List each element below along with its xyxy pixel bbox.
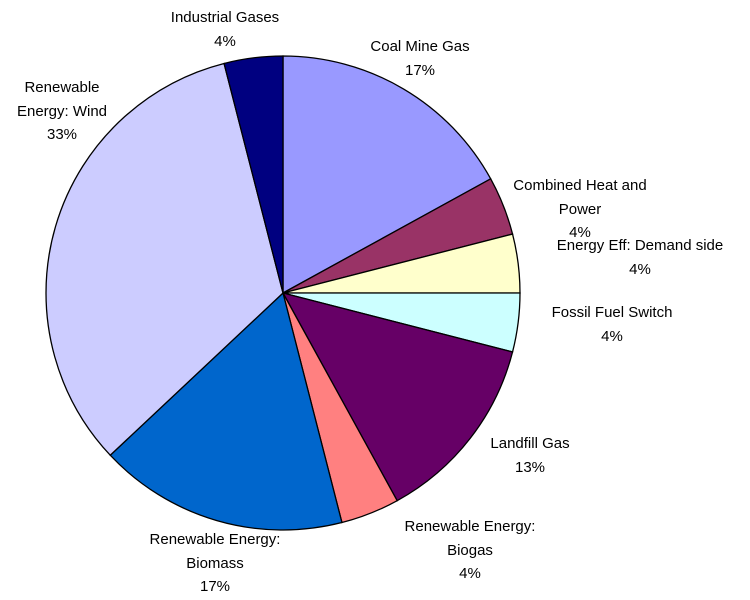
value-label: 4% [214,32,236,50]
slice-label: Industrial Gases 4% [145,6,305,53]
category-label: Coal Mine Gas [370,38,470,55]
pie-slice [281,291,514,502]
value-label: 13% [514,458,546,476]
value-label: 4% [459,565,481,582]
value-label: 17% [404,61,436,79]
category-label: Combined Heat and Power [513,177,647,218]
pie-slice [109,291,343,531]
category-label: Landfill Gas [490,435,570,452]
slice-label: Renewable Energy: Wind 33% [7,76,117,147]
value-label: 17% [199,578,231,595]
category-label: Renewable Energy: Biomass [149,531,281,572]
slice-label: Fossil Fuel Switch 4% [512,301,712,348]
pie-slice [282,55,492,295]
value-label: 4% [569,224,591,241]
slice-label: Renewable Energy: Biomass 17% [140,528,290,599]
pie-slice [45,62,284,457]
value-label: 4% [601,327,623,345]
slice-label: Renewable Energy: Biogas 4% [395,515,545,586]
slice-label: Combined Heat and Power 4% [505,174,655,245]
category-label: Renewable Energy: Wind [16,79,108,120]
category-label: Energy Eff: Demand side [556,237,724,254]
category-label: Fossil Fuel Switch [551,304,673,321]
slice-label: Coal Mine Gas 17% [320,35,520,82]
slice-label: Landfill Gas 13% [455,432,605,479]
category-label: Renewable Energy: Biogas [404,518,536,559]
slice-label: Energy Eff: Demand side 4% [520,234,750,281]
value-label: 4% [629,260,651,278]
value-label: 33% [46,126,78,143]
pie-slice [223,55,284,294]
category-label: Industrial Gases [170,9,280,26]
